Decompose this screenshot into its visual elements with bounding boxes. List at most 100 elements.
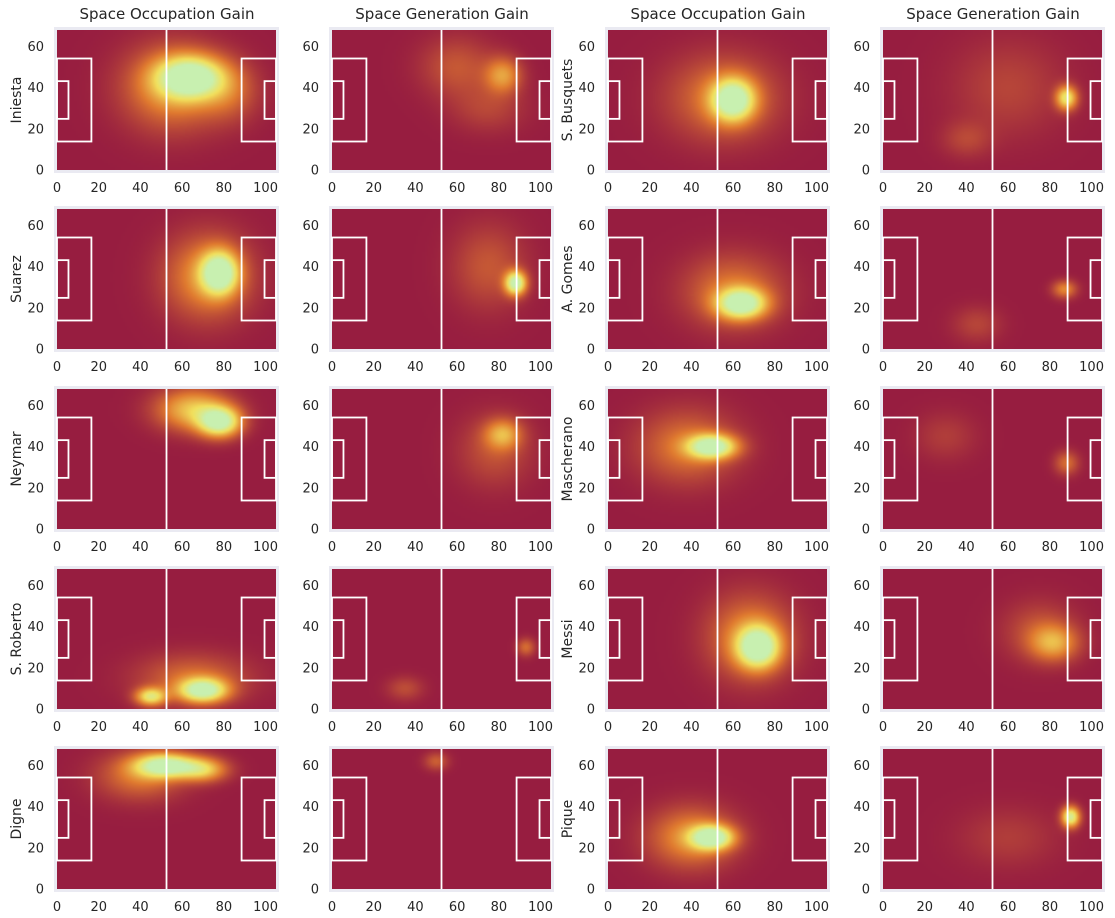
x-tick-label: 100 [253,540,278,555]
y-tick-label: 0 [311,883,319,898]
x-tick-label: 0 [328,720,336,735]
y-tick-label: 0 [311,703,319,718]
x-tick-label: 80 [491,540,508,555]
goal-box-right [538,80,552,120]
y-tick-label: 0 [36,703,44,718]
player-label: Neymar [9,431,25,487]
goal-box-left [882,799,896,839]
x-tick-label: 20 [90,900,107,915]
x-tick-label: 60 [174,540,191,555]
goal-box-left [331,259,345,299]
x-tick-label: 80 [491,720,508,735]
y-tick-label: 20 [578,122,595,137]
y-tick-label: 60 [578,579,595,594]
goal-box-right [263,619,277,659]
player-label: Suarez [9,255,25,303]
x-tick-label: 40 [958,540,975,555]
y-tick-label: 0 [862,164,870,179]
goal-box-right [1089,619,1103,659]
x-tick-label: 80 [216,720,233,735]
y-tick-label: 40 [578,81,595,96]
y-tick-label: 20 [27,661,44,676]
y-tick-label: 40 [302,81,319,96]
goal-box-left [882,80,896,120]
x-tick-label: 40 [407,900,424,915]
y-tick-label: 20 [302,481,319,496]
y-tick-label: 40 [853,81,870,96]
x-tick-label: 100 [1079,360,1104,375]
x-tick-label: 0 [879,540,887,555]
goal-box-left [56,799,70,839]
y-tick-label: 60 [578,759,595,774]
y-tick-label: 60 [578,399,595,414]
panel-suarez-generation: 0 20 40 60 80 100 0 20 40 60 [302,206,554,375]
x-tick-label: 0 [53,360,61,375]
goal-box-left [882,259,896,299]
x-tick-label: 60 [1000,540,1017,555]
x-tick-label: 20 [90,360,107,375]
goal-box-right [263,259,277,299]
x-tick-label: 60 [449,360,466,375]
x-tick-label: 20 [90,720,107,735]
y-tick-label: 40 [578,620,595,635]
x-tick-label: 60 [725,540,742,555]
goal-box-left [331,799,345,839]
y-tick-label: 40 [27,620,44,635]
y-tick-label: 40 [853,260,870,275]
y-tick-label: 0 [587,343,595,358]
goal-box-left [607,619,621,659]
x-tick-label: 0 [328,540,336,555]
x-tick-label: 80 [767,360,784,375]
x-tick-label: 80 [767,540,784,555]
x-tick-label: 100 [528,720,553,735]
x-tick-label: 60 [174,360,191,375]
panel-messi-generation: 0 20 40 60 80 100 0 20 40 60 [853,566,1105,735]
y-tick-label: 20 [578,481,595,496]
x-tick-label: 0 [604,900,612,915]
x-tick-label: 40 [132,720,149,735]
y-tick-label: 0 [36,523,44,538]
x-tick-label: 80 [216,900,233,915]
x-tick-label: 40 [958,720,975,735]
player-label: S. Busquets [560,59,576,142]
y-tick-label: 60 [302,219,319,234]
y-tick-label: 20 [578,301,595,316]
x-tick-label: 0 [328,900,336,915]
x-tick-label: 40 [683,360,700,375]
x-tick-label: 60 [174,181,191,196]
y-tick-label: 0 [587,164,595,179]
y-tick-label: 40 [578,260,595,275]
x-tick-label: 60 [449,720,466,735]
x-tick-label: 0 [879,900,887,915]
x-tick-label: 80 [767,720,784,735]
y-tick-label: 20 [27,122,44,137]
x-tick-label: 80 [491,181,508,196]
goal-box-right [814,799,828,839]
y-tick-label: 20 [27,301,44,316]
goal-box-left [331,619,345,659]
player-label: S. Roberto [9,603,25,676]
y-tick-label: 0 [862,523,870,538]
x-tick-label: 60 [449,181,466,196]
x-tick-label: 100 [253,720,278,735]
x-tick-label: 60 [725,181,742,196]
x-tick-label: 0 [604,181,612,196]
y-tick-label: 0 [587,883,595,898]
goal-box-right [538,259,552,299]
x-tick-label: 0 [53,900,61,915]
goal-box-left [331,439,345,479]
y-tick-label: 40 [853,440,870,455]
x-tick-label: 0 [53,181,61,196]
y-tick-label: 60 [27,219,44,234]
goal-box-right [1089,259,1103,299]
x-tick-label: 40 [958,900,975,915]
x-tick-label: 0 [604,540,612,555]
y-tick-label: 0 [311,164,319,179]
goal-box-right [538,619,552,659]
y-tick-label: 20 [853,661,870,676]
x-tick-label: 60 [449,540,466,555]
x-tick-label: 100 [804,720,829,735]
goal-box-left [56,619,70,659]
